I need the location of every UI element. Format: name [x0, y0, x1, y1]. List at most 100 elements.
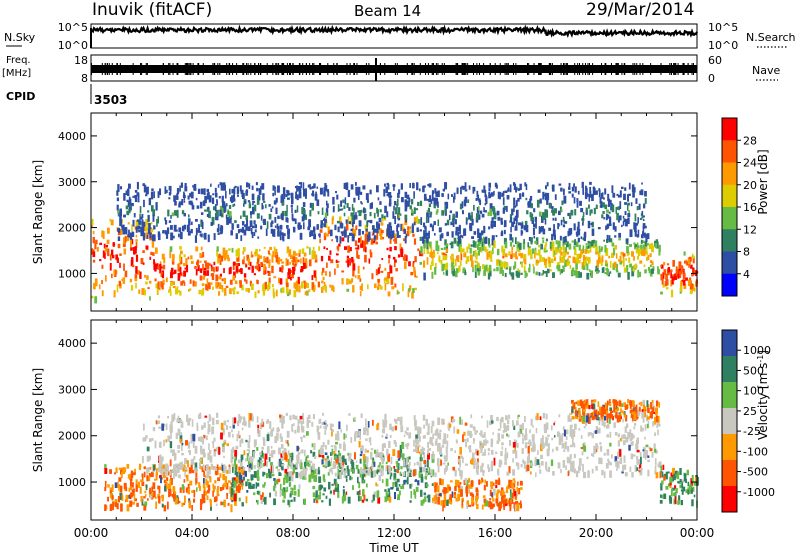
data-cell	[350, 217, 353, 225]
data-cell	[114, 501, 118, 508]
data-cell	[230, 449, 234, 457]
data-cell	[530, 418, 533, 426]
data-cell	[416, 439, 420, 445]
data-cell	[122, 242, 126, 248]
colorbar-swatch	[722, 207, 737, 230]
data-cell	[169, 186, 172, 195]
data-cell	[270, 208, 273, 213]
data-cell	[364, 448, 367, 453]
data-cell	[514, 491, 517, 496]
data-cell	[410, 271, 414, 276]
data-cell	[233, 458, 237, 466]
data-cell	[239, 439, 242, 448]
data-cell	[220, 432, 223, 440]
data-cell	[613, 247, 616, 256]
data-cell	[631, 441, 634, 446]
data-cell	[587, 256, 591, 263]
data-cell	[130, 470, 134, 478]
data-cell	[437, 432, 441, 439]
data-cell	[536, 413, 539, 421]
data-cell	[387, 271, 390, 279]
data-cell	[166, 465, 169, 472]
data-cell	[379, 462, 381, 466]
data-cell	[203, 188, 206, 196]
data-cell	[650, 268, 654, 274]
data-cell	[513, 183, 517, 190]
data-cell	[395, 487, 399, 492]
data-cell	[575, 263, 578, 270]
data-cell	[598, 188, 601, 192]
data-cell	[540, 226, 544, 232]
data-cell	[432, 433, 435, 436]
data-cell	[233, 203, 236, 206]
data-cell	[452, 196, 455, 203]
data-cell	[524, 434, 527, 441]
data-cell	[334, 445, 337, 452]
data-cell	[237, 459, 241, 464]
data-cell	[459, 488, 462, 493]
data-cell	[432, 451, 435, 460]
data-cell	[348, 221, 352, 224]
data-cell	[430, 426, 433, 434]
data-cell	[128, 474, 131, 480]
data-cell	[323, 487, 327, 492]
data-cell	[253, 273, 256, 276]
data-cell	[572, 460, 575, 469]
data-cell	[105, 244, 109, 248]
data-cell	[578, 428, 581, 431]
data-cell	[440, 500, 444, 506]
data-cell	[262, 492, 264, 498]
data-cell	[176, 419, 180, 423]
data-cell	[143, 199, 145, 208]
data-cell	[276, 223, 279, 230]
data-cell	[503, 237, 507, 245]
data-cell	[365, 193, 369, 201]
data-cell	[145, 218, 149, 226]
data-cell	[188, 214, 190, 218]
data-cell	[331, 285, 334, 291]
data-cell	[573, 245, 576, 250]
data-cell	[360, 209, 363, 213]
data-cell	[642, 415, 645, 423]
data-cell	[324, 458, 328, 462]
data-cell	[217, 467, 220, 470]
data-cell	[603, 217, 606, 220]
data-cell	[571, 186, 574, 192]
data-cell	[658, 244, 661, 252]
data-cell	[400, 248, 404, 255]
data-cell	[218, 276, 222, 280]
data-cell	[600, 413, 603, 418]
data-cell	[500, 232, 504, 237]
data-cell	[424, 496, 427, 503]
data-cell	[411, 223, 414, 230]
data-cell	[414, 491, 417, 499]
data-cell	[628, 182, 631, 190]
data-cell	[445, 270, 449, 276]
data-cell	[124, 227, 128, 234]
data-cell	[370, 467, 373, 474]
data-cell	[170, 269, 174, 275]
data-cell	[193, 185, 196, 191]
data-cell	[179, 232, 183, 240]
data-cell	[656, 420, 659, 429]
data-cell	[455, 268, 459, 274]
data-cell	[367, 467, 371, 470]
data-cell	[482, 469, 485, 477]
data-cell	[595, 465, 598, 471]
data-cell	[464, 422, 468, 426]
data-cell	[592, 186, 595, 189]
data-cell	[197, 230, 200, 233]
data-cell	[285, 282, 289, 288]
data-cell	[416, 461, 420, 466]
data-cell	[159, 261, 162, 267]
data-cell	[258, 195, 261, 201]
data-cell	[605, 408, 609, 415]
data-cell	[325, 271, 328, 276]
data-cell	[129, 198, 132, 204]
data-cell	[186, 474, 189, 482]
data-cell	[639, 451, 642, 458]
data-cell	[133, 472, 136, 476]
data-cell	[221, 183, 223, 186]
data-cell	[324, 429, 327, 435]
data-cell	[394, 259, 397, 263]
